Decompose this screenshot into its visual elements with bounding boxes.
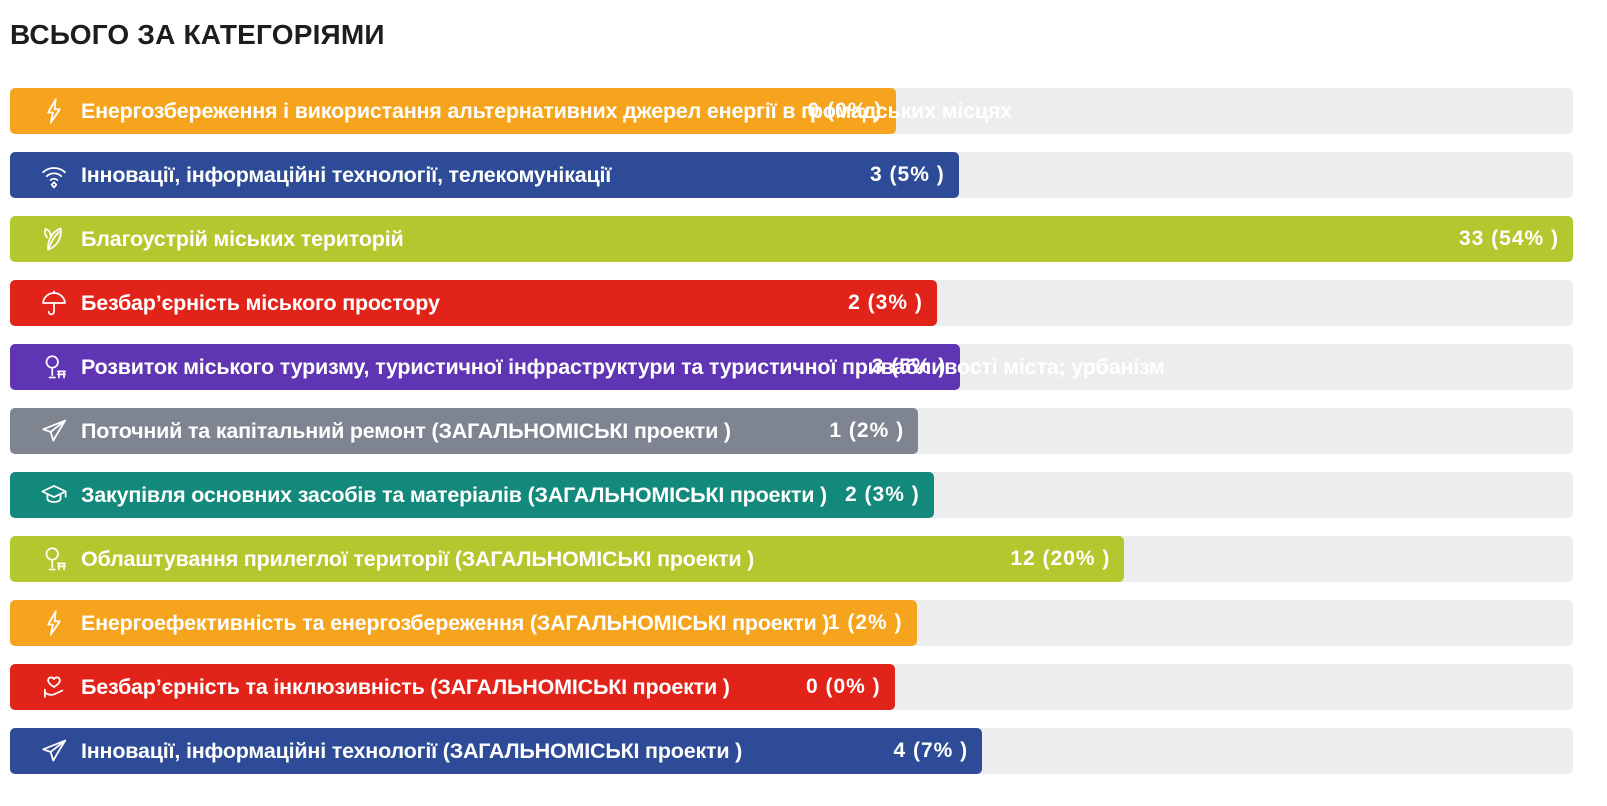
bar-track: 12 (20% ) Облаштування прилеглої територ… (10, 536, 1573, 582)
bar-value: 3 (5% ) (870, 163, 945, 186)
bar-track: 3 (5% ) Розвиток міського туризму, турис… (10, 344, 1573, 390)
bar-value: 1 (2% ) (827, 611, 903, 634)
bar-fill: 0 (0% ) (10, 88, 897, 134)
categories-summary-panel: ВСЬОГО ЗА КАТЕГОРІЯМИ 0 (0% ) Енергозбер… (10, 19, 1573, 774)
bar-track: 2 (3% ) Безбар’єрність міського простору (10, 280, 1573, 326)
bar-value: 33 (54% ) (1458, 227, 1559, 250)
page-title: ВСЬОГО ЗА КАТЕГОРІЯМИ (10, 19, 385, 50)
bar-fill: 2 (3% ) (10, 280, 937, 326)
bar-value: 12 (20% ) (1010, 547, 1111, 570)
bar-value: 4 (7% ) (893, 739, 969, 762)
bar-fill: 1 (2% ) (10, 408, 919, 454)
bar-fill: 12 (20% ) (10, 536, 1125, 582)
category-bar-chart: 0 (0% ) Енергозбереження і використання … (10, 88, 1573, 774)
bar-fill: 2 (3% ) (10, 472, 934, 518)
bar-fill: 4 (7% ) (10, 728, 983, 774)
bar-fill: 33 (54% ) (10, 216, 1573, 262)
bar-track: 1 (2% ) Поточний та капітальний ремонт (… (10, 408, 1573, 454)
bar-fill: 0 (0% ) (10, 664, 895, 710)
bar-value: 2 (3% ) (848, 291, 923, 314)
bar-track: 2 (3% ) Закупівля основних засобів та ма… (10, 472, 1573, 518)
bar-track: 33 (54% ) Благоустрій міських територій (10, 216, 1573, 262)
bar-track: 0 (0% ) Безбар’єрність та інклюзивність … (10, 664, 1573, 710)
bar-value: 3 (5% ) (871, 355, 947, 378)
bar-value: 0 (0% ) (805, 675, 881, 698)
bar-fill: 3 (5% ) (10, 152, 959, 198)
bar-value: 1 (2% ) (829, 419, 905, 442)
bar-fill: 1 (2% ) (10, 600, 917, 646)
bar-track: 0 (0% ) Енергозбереження і використання … (10, 88, 1573, 134)
bar-track: 3 (5% ) Інновації, інформаційні технолог… (10, 152, 1573, 198)
bar-value: 0 (0% ) (807, 99, 883, 122)
bar-value: 2 (3% ) (845, 483, 920, 506)
bar-track: 1 (2% ) Енергоефективність та енергозбер… (10, 600, 1573, 646)
bar-fill: 3 (5% ) (10, 344, 961, 390)
bar-track: 4 (7% ) Інновації, інформаційні технолог… (10, 728, 1573, 774)
